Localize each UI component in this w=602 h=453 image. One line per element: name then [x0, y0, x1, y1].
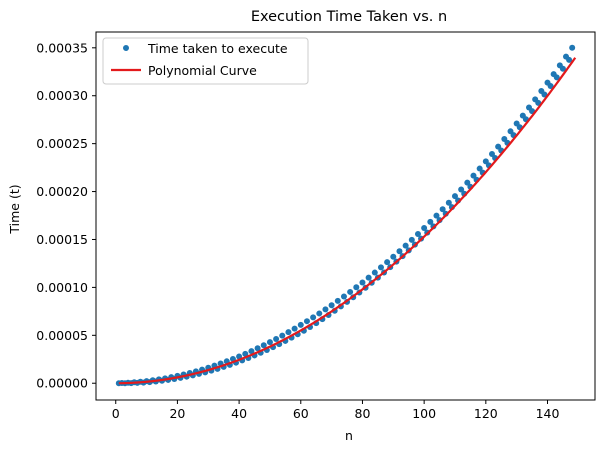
scatter-point: [242, 350, 249, 357]
y-tick-label: 0.00015: [36, 232, 88, 247]
scatter-point: [334, 297, 341, 304]
scatter-point: [260, 342, 267, 349]
scatter-point: [303, 318, 310, 325]
x-tick-label: 20: [169, 406, 185, 421]
scatter-point: [322, 306, 329, 313]
y-tick-label: 0.00030: [36, 88, 88, 103]
legend-label-line: Polynomial Curve: [148, 63, 257, 78]
scatter-point: [541, 91, 548, 98]
scatter-point: [559, 65, 566, 72]
legend-marker-scatter: [123, 45, 129, 51]
scatter-point: [547, 83, 554, 90]
chart-title: Execution Time Taken vs. n: [251, 9, 447, 25]
x-tick-label: 140: [536, 406, 560, 421]
scatter-point: [402, 242, 409, 249]
scatter-point: [353, 284, 360, 291]
y-tick-label: 0.00020: [36, 184, 88, 199]
scatter-point: [439, 206, 446, 213]
scatter-point: [569, 44, 576, 51]
x-tick-label: 120: [474, 406, 498, 421]
y-axis: 0.00000 0.00005 0.00010 0.00015 0.00020 0.000…: [36, 40, 96, 391]
plot-area: [95, 31, 596, 401]
scatter-point: [254, 345, 261, 352]
scatter-point: [458, 186, 465, 193]
scatter-point: [396, 248, 403, 255]
scatter-point: [476, 165, 483, 172]
scatter-point: [248, 348, 255, 355]
y-axis-label: Time (t): [7, 184, 22, 234]
scatter-point: [433, 212, 440, 219]
scatter-point: [279, 332, 286, 339]
scatter-point: [384, 259, 391, 266]
y-tick-label: 0.00000: [36, 376, 88, 391]
scatter-point: [297, 321, 304, 328]
scatter-point: [291, 325, 298, 332]
x-tick-label: 80: [355, 406, 371, 421]
scatter-point: [316, 310, 323, 317]
scatter-point: [445, 199, 452, 206]
x-tick-label: 40: [231, 406, 247, 421]
scatter-point: [470, 172, 477, 179]
scatter-point: [566, 56, 573, 63]
y-tick-label: 0.00010: [36, 280, 88, 295]
scatter-point: [427, 218, 434, 225]
scatter-point: [390, 253, 397, 260]
scatter-point: [365, 274, 372, 281]
plot-frame: [95, 31, 596, 401]
polynomial-curve-line: [118, 57, 577, 385]
scatter-point: [266, 339, 273, 346]
scatter-point: [464, 179, 471, 186]
y-tick-label: 0.00005: [36, 328, 88, 343]
scatter-point: [340, 293, 347, 300]
x-tick-label: 0: [112, 406, 120, 421]
x-tick-label: 100: [412, 406, 436, 421]
scatter-point: [328, 302, 335, 309]
x-tick-label: 60: [293, 406, 309, 421]
scatter-point: [377, 264, 384, 271]
legend-box: [102, 37, 309, 85]
scatter-point: [347, 288, 354, 295]
legend-label-scatter: Time taken to execute: [147, 41, 288, 56]
scatter-point: [359, 279, 366, 286]
x-axis-label: n: [345, 428, 353, 443]
scatter-point: [273, 335, 280, 342]
scatter-point: [310, 314, 317, 321]
legend: Time taken to execute Polynomial Curve: [102, 37, 309, 85]
y-tick-label: 0.00035: [36, 40, 88, 55]
x-axis: 0 20 40 60 80 100 120 140: [112, 400, 560, 421]
scatter-point: [371, 269, 378, 276]
scatter-point: [421, 224, 428, 231]
scatter-point: [553, 74, 560, 81]
scatter-point: [414, 230, 421, 237]
scatter-point: [408, 236, 415, 243]
scatter-point: [285, 329, 292, 336]
scatter-point: [451, 193, 458, 200]
y-tick-label: 0.00025: [36, 136, 88, 151]
